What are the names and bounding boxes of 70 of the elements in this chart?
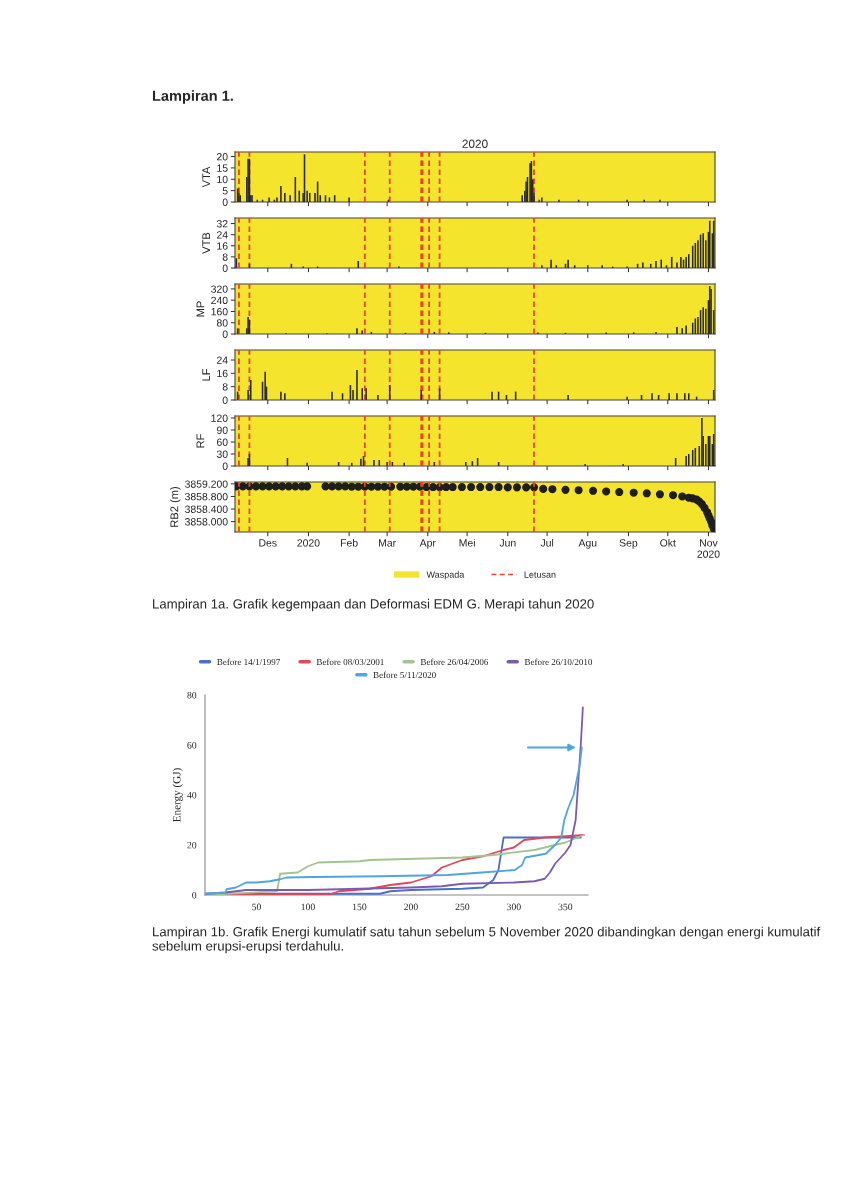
y-tick-label: 0 — [192, 891, 197, 899]
y-tick-label: 320 — [211, 285, 228, 293]
y-tick-label: 160 — [211, 307, 228, 316]
y-tick-label: 0 — [222, 462, 228, 470]
y-tick-label: 0 — [222, 264, 228, 272]
y-tick-label: 0 — [222, 198, 228, 206]
x-tick-label: Jul — [540, 538, 554, 547]
y-axis-title: VTB — [202, 232, 210, 254]
y-axis-title: VTA — [202, 166, 210, 188]
x-tick-label: Mar — [379, 539, 396, 547]
x-tick-label: Okt — [660, 538, 676, 547]
y-tick-label: 3858.400 — [185, 505, 228, 513]
x-tick-label: Nov 2020 — [697, 539, 720, 558]
x-tick-label: Jun — [499, 539, 516, 547]
y-tick-label: 40 — [187, 791, 197, 799]
y-tick-label: 20 — [187, 841, 197, 849]
x-tick-label: 300 — [507, 903, 521, 911]
y-tick-label: 60 — [217, 438, 228, 446]
y-tick-label: 24 — [216, 231, 228, 239]
legend-label: Before 26/10/2010 — [524, 658, 593, 666]
y-tick-label: 32 — [216, 220, 228, 228]
y-tick-label: 16 — [217, 369, 228, 378]
y-tick-label: 15 — [217, 164, 228, 172]
x-tick-label: 250 — [455, 903, 470, 911]
y-tick-label: 3858.800 — [185, 492, 228, 501]
y-tick-label: 90 — [216, 426, 228, 434]
x-tick-label: Apr — [419, 539, 436, 549]
legend-label: Before 26/04/2006 — [420, 658, 489, 666]
x-tick-label: Mei — [459, 538, 475, 547]
x-tick-label: Des — [259, 539, 277, 547]
x-tick-label: 150 — [353, 903, 367, 911]
y-tick-label: 3859.200 — [185, 480, 228, 488]
y-tick-label: 0 — [222, 330, 228, 338]
y-axis-title: Energy (GJ) — [172, 768, 183, 822]
y-tick-label: 16 — [217, 242, 228, 250]
y-tick-label: 3858.000 — [185, 518, 228, 526]
y-axis-title: RF — [196, 434, 205, 448]
x-tick-label: Feb — [340, 538, 358, 547]
x-tick-label: 2020 — [297, 539, 320, 547]
y-tick-label: 60 — [187, 741, 197, 749]
legend-label: Letusan — [524, 571, 556, 578]
text: Lampiran 1. — [152, 90, 233, 104]
y-tick-label: 0 — [222, 396, 228, 404]
y-tick-label: 20 — [216, 153, 228, 161]
y-tick-label: 80 — [216, 319, 228, 327]
y-tick-label: 8 — [222, 383, 228, 391]
x-tick-label: 50 — [252, 903, 261, 911]
y-tick-label: 80 — [187, 691, 197, 699]
legend-label: Waspada — [426, 571, 465, 580]
x-tick-label: 350 — [558, 903, 573, 911]
x-tick-label: 200 — [404, 903, 418, 911]
legend-label: Before 08/03/2001 — [316, 658, 384, 666]
x-tick-label: Sep — [619, 539, 638, 549]
y-tick-label: 120 — [211, 414, 228, 422]
y-tick-label: 10 — [217, 175, 228, 184]
y-axis-title: LF — [202, 368, 210, 381]
y-tick-label: 24 — [216, 356, 228, 364]
x-tick-label: Agu — [578, 539, 597, 549]
legend-label: Before 14/1/1997 — [217, 658, 280, 666]
y-tick-label: 8 — [222, 253, 228, 261]
y-axis-title: MP — [196, 301, 205, 317]
legend-label: Before 5/11/2020 — [373, 671, 436, 679]
y-tick-label: 240 — [211, 296, 228, 305]
y-tick-label: 30 — [216, 450, 228, 458]
chart-title: 2020 — [462, 139, 488, 148]
y-axis-title: RB2 (m) — [170, 487, 181, 527]
text: Lampiran 1b. Grafik Energi kumulatif satu tahun sebelum 5 November 2020 dibandingkan dengan energi kumulatif sebelum erupsi-erupsi terdahulu. — [152, 926, 821, 954]
x-tick-label: 100 — [301, 903, 315, 911]
y-tick-label: 5 — [222, 187, 228, 195]
text: Lampiran 1a. Grafik kegempaan dan Deformasi EDM G. Merapi tahun 2020 — [153, 598, 594, 612]
